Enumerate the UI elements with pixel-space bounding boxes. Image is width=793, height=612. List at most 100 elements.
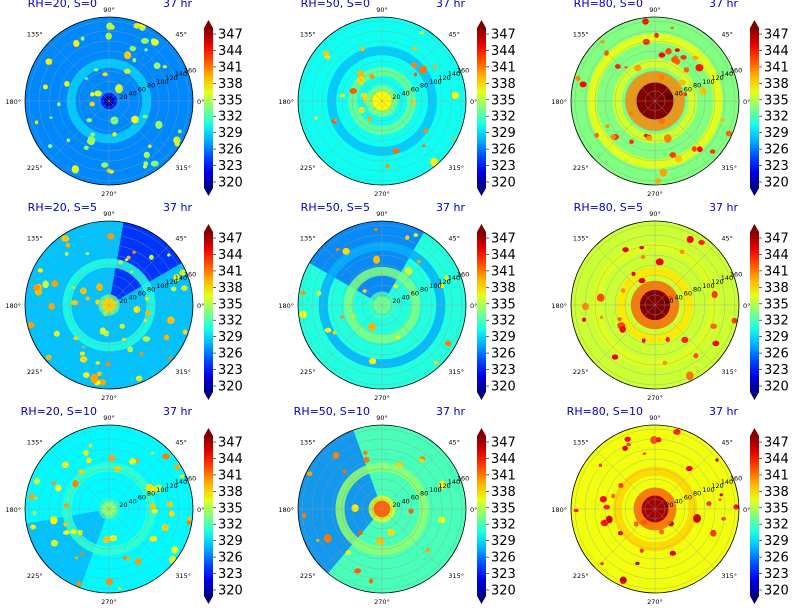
angular-tick-label: 90° — [103, 6, 115, 14]
convective-cell — [151, 508, 158, 514]
angular-tick-label: 0° — [743, 302, 750, 310]
angular-tick-label: 45° — [721, 30, 733, 38]
grid-spoke — [49, 304, 110, 365]
convective-cell — [78, 469, 85, 475]
colorbar-tick-label: 335 — [218, 297, 243, 312]
colorbar-extend-max — [477, 428, 486, 436]
grid-spoke — [108, 304, 169, 365]
convective-cell — [128, 458, 136, 465]
convective-cell — [118, 260, 123, 265]
colorbar-tick-label: 335 — [218, 93, 243, 108]
radial-tick-label: 80 — [693, 286, 701, 294]
radial-tick-label: 80 — [420, 490, 428, 498]
convective-cell — [706, 501, 712, 506]
radial-tick-label: 60 — [411, 494, 419, 502]
angular-tick-label: 315° — [448, 164, 464, 172]
radial-tick-label: 140 — [721, 478, 733, 486]
convective-cell — [145, 483, 154, 492]
colorbar-tick-label: 332 — [764, 518, 789, 533]
convective-cell — [171, 286, 177, 292]
angular-tick-label: 315° — [448, 368, 464, 376]
radial-tick-label: 40 — [402, 497, 410, 505]
radial-tick-label: 40 — [402, 89, 410, 97]
convective-cell — [168, 510, 175, 517]
grid-spoke — [108, 41, 169, 102]
grid-spoke — [381, 245, 442, 306]
radial-tick-label: 160 — [184, 66, 196, 74]
grid-spoke — [595, 304, 656, 365]
convective-cell — [665, 337, 670, 342]
convective-cell — [387, 529, 395, 536]
angular-tick-label: 180° — [278, 506, 294, 514]
convective-cell — [395, 336, 401, 340]
grid-spoke — [654, 41, 715, 102]
convective-cell — [624, 436, 631, 442]
colorbar-tick-label: 332 — [491, 518, 516, 533]
radial-tick-label: 20 — [665, 501, 673, 509]
panel-time-label: 37 hr — [709, 0, 738, 10]
colorbar-tick-label: 344 — [218, 248, 243, 263]
colorbar-tick-label: 326 — [491, 347, 516, 362]
colorbar-extend-min — [204, 188, 213, 196]
convective-cell — [709, 149, 716, 154]
convective-cell — [413, 72, 418, 77]
convective-cell — [617, 531, 623, 536]
convective-cell — [143, 151, 150, 159]
angular-tick-label: 90° — [103, 210, 115, 218]
radial-tick-label: 60 — [138, 290, 146, 298]
colorbar-tick-label: 338 — [764, 281, 789, 296]
convective-cell — [34, 120, 39, 125]
angular-tick-label: 270° — [374, 598, 390, 606]
colorbar-tick-label: 335 — [218, 501, 243, 516]
radial-tick-label: 20 — [665, 297, 673, 305]
colorbar-tick-label: 329 — [491, 330, 516, 345]
colorbar-extend-min — [750, 188, 759, 196]
colorbar-extend-max — [204, 428, 213, 436]
colorbar-tick-label: 329 — [764, 534, 789, 549]
convective-cell — [107, 233, 115, 240]
convective-cell — [351, 504, 359, 512]
convective-cell — [362, 289, 367, 293]
colorbar-tick-label: 338 — [218, 281, 243, 296]
radial-tick-label: 60 — [684, 290, 692, 298]
radial-tick-label: 60 — [138, 494, 146, 502]
colorbar-tick-label: 347 — [218, 232, 243, 247]
convective-cell — [88, 443, 93, 448]
convective-cell — [154, 484, 163, 493]
convective-cell — [731, 317, 738, 324]
grid-spoke — [595, 449, 656, 510]
colorbar-tick-label: 329 — [491, 126, 516, 141]
colorbar-tick-label: 326 — [491, 551, 516, 566]
colorbar-tick-label: 320 — [491, 584, 516, 599]
convective-cell — [124, 68, 131, 74]
angular-tick-label: 225° — [573, 572, 589, 580]
convective-cell — [179, 269, 187, 276]
convective-cell — [42, 280, 49, 289]
radial-tick-label: 80 — [420, 286, 428, 294]
convective-cell — [85, 252, 90, 255]
colorbar-tick-label: 347 — [491, 28, 516, 43]
radial-tick-label: 20 — [392, 297, 400, 305]
convective-cell — [94, 68, 99, 72]
convective-cell — [710, 529, 717, 537]
angular-tick-label: 315° — [448, 572, 464, 580]
colorbar-tick-label: 347 — [491, 436, 516, 451]
radial-tick-label: 120 — [438, 74, 450, 82]
angular-tick-label: 225° — [300, 164, 316, 172]
convective-cell — [42, 84, 48, 90]
colorbar-tick-label: 347 — [491, 232, 516, 247]
grid-spoke — [322, 508, 383, 569]
plot-frame — [297, 220, 467, 390]
convective-cell — [680, 55, 687, 60]
convective-cell — [412, 46, 418, 51]
convective-cell — [685, 465, 693, 472]
convective-cell — [186, 520, 192, 525]
convective-cell — [619, 576, 627, 584]
convective-cell — [173, 136, 181, 144]
angular-tick-label: 90° — [376, 414, 388, 422]
colorbar-tick-label: 344 — [764, 248, 789, 263]
convective-cell — [112, 132, 117, 137]
